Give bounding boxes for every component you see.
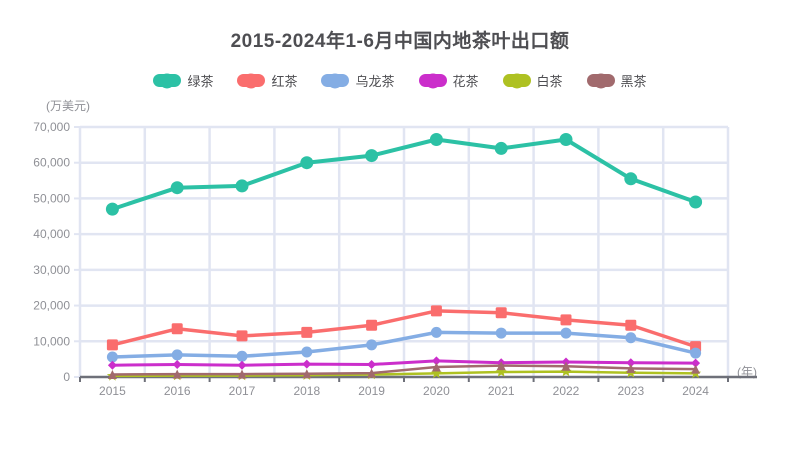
data-point-rect-icon: [625, 319, 637, 331]
y-axis-tick-label: 50,000: [33, 191, 70, 205]
series-line-4: [110, 359, 698, 367]
data-point-diamond-icon: [237, 360, 247, 370]
legend-item-label: 乌龙茶: [355, 74, 395, 89]
data-point-star-icon: [560, 365, 572, 377]
data-point-rect-icon: [106, 339, 118, 351]
data-point-diamond-icon: [367, 360, 377, 369]
rect-series-marker-icon: [237, 74, 266, 87]
x-axis-tick-label: 2015: [99, 384, 126, 398]
legend-item-label: 红茶: [271, 74, 298, 89]
x-axis-tick-label: 2020: [423, 384, 450, 398]
data-point-rect-icon: [495, 307, 507, 319]
data-point-star-icon: [495, 366, 507, 377]
data-point-triangle-icon: [626, 363, 636, 373]
star-series-marker-icon: [502, 74, 531, 87]
y-axis-tick-label: 40,000: [33, 227, 70, 241]
x-axis-tick-label: 2023: [617, 384, 644, 398]
data-point-star-icon: [430, 367, 442, 379]
data-point-rect-icon: [430, 305, 442, 317]
x-axis-tick-label: 2016: [164, 384, 191, 398]
diamond-series-marker-icon: [418, 74, 447, 87]
data-point-circle-icon: [300, 156, 314, 170]
data-point-diamond-icon: [431, 356, 441, 366]
legend: 绿茶 红茶 乌龙茶 花茶 白茶 黑茶: [0, 71, 800, 90]
y-axis-tick-label: 60,000: [33, 156, 70, 170]
data-point-circle-icon: [494, 141, 508, 155]
data-point-triangle-icon: [496, 361, 506, 371]
series-line-2: [110, 309, 698, 349]
data-point-rect-icon: [301, 326, 313, 338]
legend-item-4[interactable]: 花茶: [418, 71, 479, 90]
data-point-triangle-icon: [431, 362, 441, 372]
data-point-diamond-icon: [172, 360, 182, 369]
data-point-diamond-icon: [302, 359, 312, 369]
y-axis-tick-label: 70,000: [33, 120, 70, 134]
triangle-series-marker-icon: [586, 74, 615, 87]
data-point-rect-icon: [560, 314, 572, 326]
x-axis-tick-label: 2024: [682, 384, 709, 398]
y-axis-unit-label: (万美元): [46, 99, 90, 113]
data-point-rect-icon: [236, 330, 248, 342]
legend-item-label: 花茶: [452, 74, 479, 89]
chart-title: 2015-2024年1-6月中国内地茶叶出口额: [230, 31, 570, 52]
data-point-circle-icon: [171, 349, 183, 361]
data-point-circle-icon: [429, 133, 443, 146]
legend-item-5[interactable]: 白茶: [502, 71, 563, 90]
data-point-triangle-icon: [367, 368, 377, 378]
data-point-circle-icon: [559, 133, 573, 146]
data-point-rect-icon: [171, 323, 183, 335]
data-point-circle-icon: [105, 202, 119, 216]
data-point-circle-icon: [301, 346, 313, 358]
data-point-circle-icon: [560, 327, 572, 339]
data-point-circle-icon: [170, 181, 184, 195]
y-axis-tick-label: 20,000: [33, 299, 70, 313]
data-point-circle-icon: [430, 326, 442, 338]
data-point-circle-icon: [365, 149, 379, 163]
data-point-rect-icon: [366, 319, 378, 331]
data-point-circle-icon: [625, 332, 637, 344]
circle-series-marker-icon: [153, 74, 182, 87]
y-axis-tick-label: 10,000: [33, 334, 70, 348]
data-point-circle-icon: [495, 327, 507, 339]
data-point-circle-icon: [106, 351, 118, 363]
circle-series-marker-icon: [321, 74, 350, 87]
data-point-diamond-icon: [107, 360, 117, 370]
x-axis-tick-label: 2018: [293, 384, 320, 398]
data-point-circle-icon: [624, 172, 638, 186]
data-point-circle-icon: [366, 339, 378, 351]
legend-item-3[interactable]: 乌龙茶: [321, 71, 395, 90]
series-line-6: [111, 364, 697, 376]
data-point-circle-icon: [235, 179, 249, 193]
legend-item-label: 白茶: [536, 74, 563, 89]
data-point-diamond-icon: [626, 358, 636, 368]
data-point-triangle-icon: [561, 361, 571, 371]
data-point-triangle-icon: [302, 369, 312, 379]
legend-item-6[interactable]: 黑茶: [586, 71, 647, 90]
data-point-circle-icon: [690, 347, 702, 359]
legend-item-label: 黑茶: [620, 74, 647, 89]
x-axis-tick-label: 2017: [229, 384, 256, 398]
legend-item-label: 绿茶: [187, 74, 214, 89]
series-line-3: [110, 330, 698, 359]
legend-item-2[interactable]: 红茶: [237, 71, 297, 90]
data-point-triangle-icon: [172, 369, 182, 379]
data-point-diamond-icon: [691, 358, 701, 368]
legend-item-1[interactable]: 绿茶: [153, 71, 213, 90]
data-point-circle-icon: [236, 350, 248, 362]
series-line-5: [111, 370, 697, 378]
x-axis-tick-label: 2019: [358, 384, 385, 398]
data-point-circle-icon: [689, 195, 703, 209]
series-line-1: [110, 137, 698, 212]
y-axis-tick-label: 0: [63, 370, 70, 384]
y-axis-tick-label: 30,000: [33, 263, 70, 277]
data-point-triangle-icon: [107, 370, 117, 379]
data-point-triangle-icon: [237, 369, 247, 379]
x-axis-tick-label: 2021: [488, 384, 515, 398]
data-point-triangle-icon: [691, 364, 701, 374]
x-axis-tick-label: 2022: [553, 384, 580, 398]
x-axis-unit-label: (年): [737, 365, 757, 379]
